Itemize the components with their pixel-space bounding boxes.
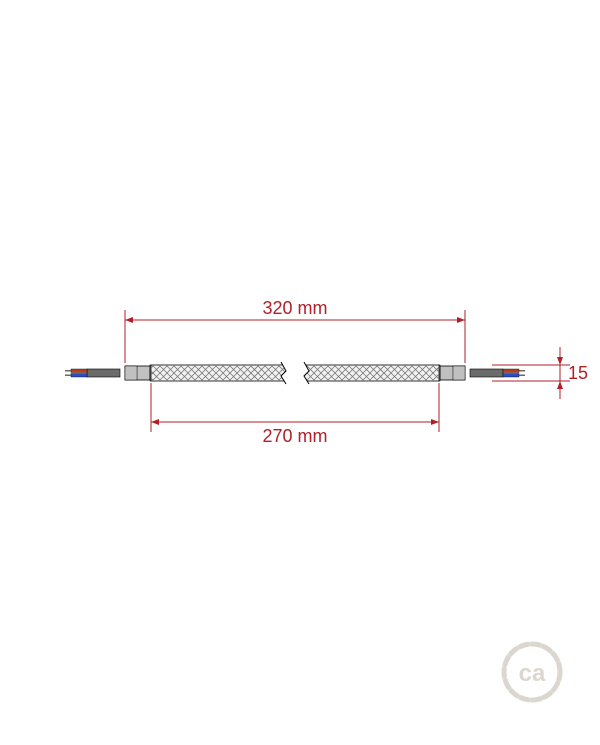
diagram-stage: 320 mm 270 mm 15 ca (0, 0, 600, 745)
dimension-label: 320 mm (262, 298, 327, 318)
brand-watermark: ca (500, 640, 564, 704)
dimension-label: 270 mm (262, 426, 327, 446)
technical-diagram: 320 mm 270 mm 15 (0, 0, 600, 745)
dimension-label: 15 (568, 363, 588, 383)
watermark-text: ca (519, 660, 546, 687)
